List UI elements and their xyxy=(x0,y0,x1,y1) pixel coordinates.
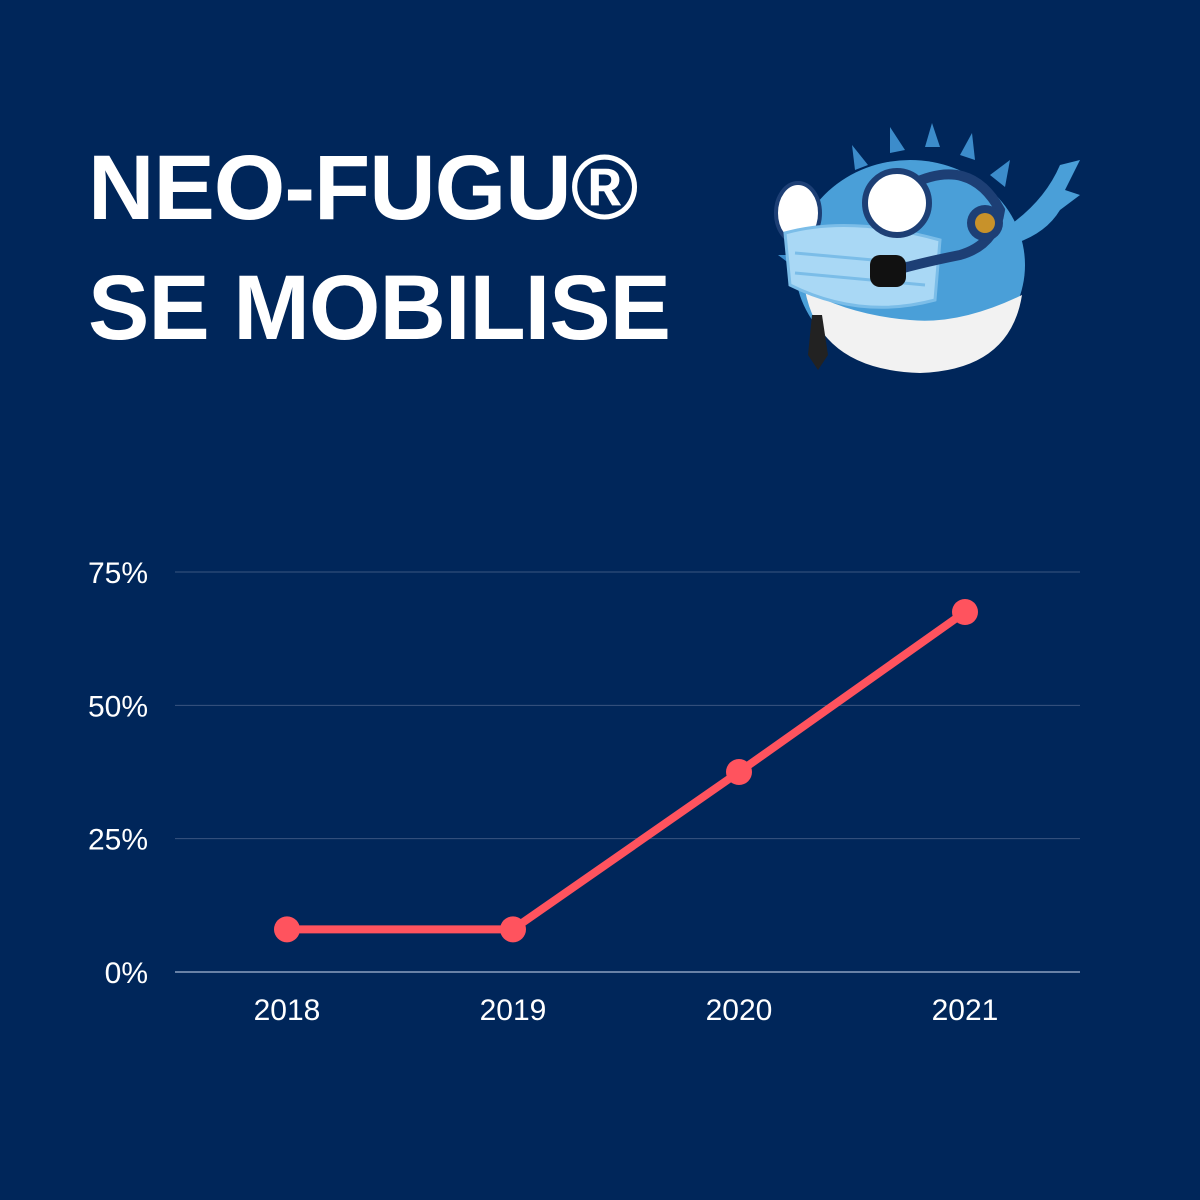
y-tick-label: 0% xyxy=(105,957,148,990)
title-line-1: NEO-FUGU® xyxy=(88,137,638,239)
data-point xyxy=(500,916,526,943)
pufferfish-mascot-icon xyxy=(774,123,1080,373)
data-point xyxy=(726,759,752,785)
x-tick-label: 2018 xyxy=(254,994,321,1027)
data-point xyxy=(952,599,978,625)
data-point xyxy=(274,916,300,943)
x-tick-label: 2020 xyxy=(706,994,773,1027)
series-line xyxy=(283,608,969,934)
y-tick-label: 75% xyxy=(88,557,148,590)
title-line-2: SE MOBILISE xyxy=(88,257,671,359)
x-tick-label: 2021 xyxy=(932,994,999,1027)
x-tick-label: 2019 xyxy=(480,994,547,1027)
page-title: NEO-FUGU® SE MOBILISE xyxy=(88,128,671,368)
y-tick-label: 50% xyxy=(88,690,148,723)
y-tick-label: 25% xyxy=(88,824,148,857)
